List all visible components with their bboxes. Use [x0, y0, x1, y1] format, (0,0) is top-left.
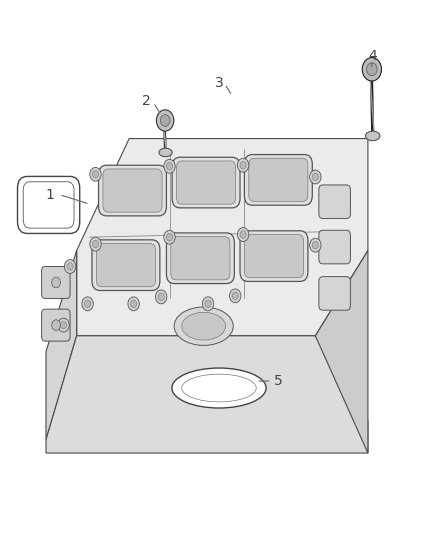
Circle shape: [82, 297, 93, 311]
Text: 1: 1: [46, 188, 55, 201]
Circle shape: [160, 115, 170, 126]
Circle shape: [52, 277, 60, 288]
Circle shape: [128, 297, 139, 311]
FancyBboxPatch shape: [103, 169, 162, 212]
FancyBboxPatch shape: [240, 231, 308, 281]
FancyBboxPatch shape: [319, 230, 350, 264]
Circle shape: [92, 171, 99, 178]
FancyBboxPatch shape: [99, 165, 166, 216]
Circle shape: [90, 167, 101, 181]
FancyBboxPatch shape: [177, 161, 236, 204]
Polygon shape: [46, 336, 368, 453]
FancyBboxPatch shape: [244, 155, 312, 205]
Polygon shape: [315, 251, 368, 453]
Circle shape: [237, 228, 249, 241]
Circle shape: [240, 161, 246, 169]
Text: 2: 2: [142, 94, 151, 108]
Ellipse shape: [172, 368, 266, 408]
FancyBboxPatch shape: [42, 309, 70, 341]
Ellipse shape: [159, 148, 172, 157]
FancyBboxPatch shape: [42, 266, 70, 298]
FancyBboxPatch shape: [171, 237, 230, 280]
Circle shape: [232, 292, 238, 300]
Circle shape: [166, 163, 173, 170]
Circle shape: [202, 297, 214, 311]
Circle shape: [67, 263, 73, 270]
FancyBboxPatch shape: [166, 233, 234, 284]
Ellipse shape: [182, 312, 226, 340]
Circle shape: [155, 290, 167, 304]
Circle shape: [237, 158, 249, 172]
Circle shape: [240, 231, 246, 238]
Circle shape: [166, 233, 173, 241]
FancyBboxPatch shape: [96, 244, 155, 287]
Circle shape: [312, 173, 318, 181]
Circle shape: [164, 159, 175, 173]
Circle shape: [58, 318, 69, 332]
Ellipse shape: [182, 374, 256, 402]
FancyBboxPatch shape: [172, 157, 240, 208]
Polygon shape: [46, 251, 77, 440]
Text: 5: 5: [274, 374, 283, 388]
Text: 4: 4: [368, 49, 377, 63]
Ellipse shape: [365, 131, 380, 141]
FancyBboxPatch shape: [319, 185, 350, 219]
Circle shape: [362, 58, 381, 81]
Text: 3: 3: [215, 76, 223, 90]
Circle shape: [367, 63, 377, 76]
Circle shape: [85, 300, 91, 308]
Circle shape: [158, 293, 164, 301]
FancyBboxPatch shape: [319, 277, 350, 310]
Polygon shape: [77, 139, 368, 336]
FancyBboxPatch shape: [92, 240, 160, 290]
Circle shape: [205, 300, 211, 308]
FancyBboxPatch shape: [18, 176, 80, 233]
Circle shape: [310, 170, 321, 184]
Circle shape: [52, 320, 60, 330]
Circle shape: [92, 240, 99, 248]
Circle shape: [164, 230, 175, 244]
Circle shape: [90, 237, 101, 251]
FancyBboxPatch shape: [244, 235, 304, 278]
FancyBboxPatch shape: [249, 158, 308, 201]
Circle shape: [60, 321, 67, 329]
Circle shape: [64, 260, 76, 273]
Circle shape: [156, 110, 174, 131]
FancyBboxPatch shape: [23, 182, 74, 228]
Circle shape: [131, 300, 137, 308]
Circle shape: [312, 241, 318, 249]
Circle shape: [310, 238, 321, 252]
Circle shape: [230, 289, 241, 303]
Ellipse shape: [174, 307, 233, 345]
